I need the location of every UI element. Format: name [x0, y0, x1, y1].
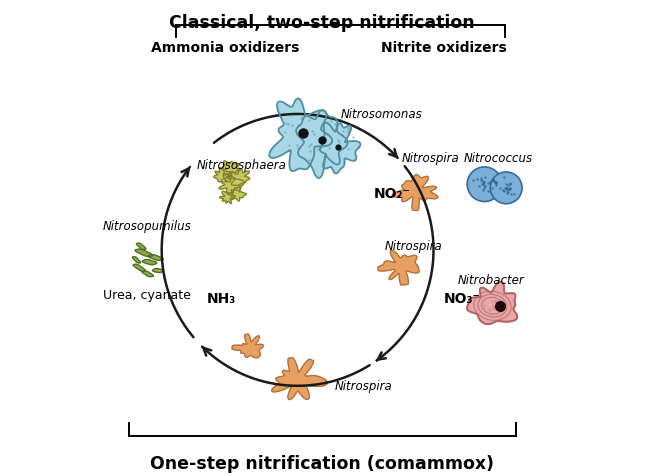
Polygon shape	[142, 271, 154, 277]
Text: NH₃: NH₃	[206, 292, 235, 306]
Text: Nitrosopumilus: Nitrosopumilus	[103, 220, 192, 234]
Polygon shape	[272, 358, 327, 399]
Text: One-step nitrification (comammox): One-step nitrification (comammox)	[150, 455, 494, 473]
Polygon shape	[213, 168, 231, 182]
Polygon shape	[133, 264, 145, 271]
Text: Nitrite oxidizers: Nitrite oxidizers	[381, 41, 506, 55]
Text: Nitrospira: Nitrospira	[384, 240, 442, 253]
Text: Nitrococcus: Nitrococcus	[464, 152, 533, 165]
Circle shape	[490, 172, 522, 204]
Text: Nitrospira: Nitrospira	[335, 380, 393, 393]
Polygon shape	[320, 123, 361, 173]
Polygon shape	[135, 249, 153, 256]
Polygon shape	[232, 334, 263, 358]
Text: Classical, two-step nitrification: Classical, two-step nitrification	[170, 14, 475, 32]
Text: Nitrosomonas: Nitrosomonas	[341, 108, 422, 121]
Polygon shape	[226, 170, 250, 185]
Text: Nitrososphaera: Nitrososphaera	[197, 159, 286, 172]
Text: Nitrospira: Nitrospira	[402, 152, 459, 165]
Text: NO₂⁻: NO₂⁻	[373, 187, 410, 201]
Text: Urea, cyanate: Urea, cyanate	[103, 289, 191, 302]
Polygon shape	[223, 161, 239, 178]
Polygon shape	[220, 191, 235, 203]
Polygon shape	[228, 186, 246, 201]
Polygon shape	[296, 110, 348, 178]
Polygon shape	[219, 173, 244, 194]
Polygon shape	[392, 175, 438, 210]
Polygon shape	[137, 243, 146, 249]
Polygon shape	[143, 259, 157, 265]
Circle shape	[467, 167, 502, 201]
Text: Nitrobacter: Nitrobacter	[458, 275, 524, 287]
Polygon shape	[467, 282, 517, 324]
Polygon shape	[378, 250, 419, 285]
Polygon shape	[269, 98, 332, 171]
Text: Ammonia oxidizers: Ammonia oxidizers	[151, 41, 300, 55]
Text: NO₃⁻: NO₃⁻	[443, 292, 481, 306]
Polygon shape	[148, 255, 163, 260]
Polygon shape	[152, 268, 163, 273]
Polygon shape	[132, 257, 141, 263]
